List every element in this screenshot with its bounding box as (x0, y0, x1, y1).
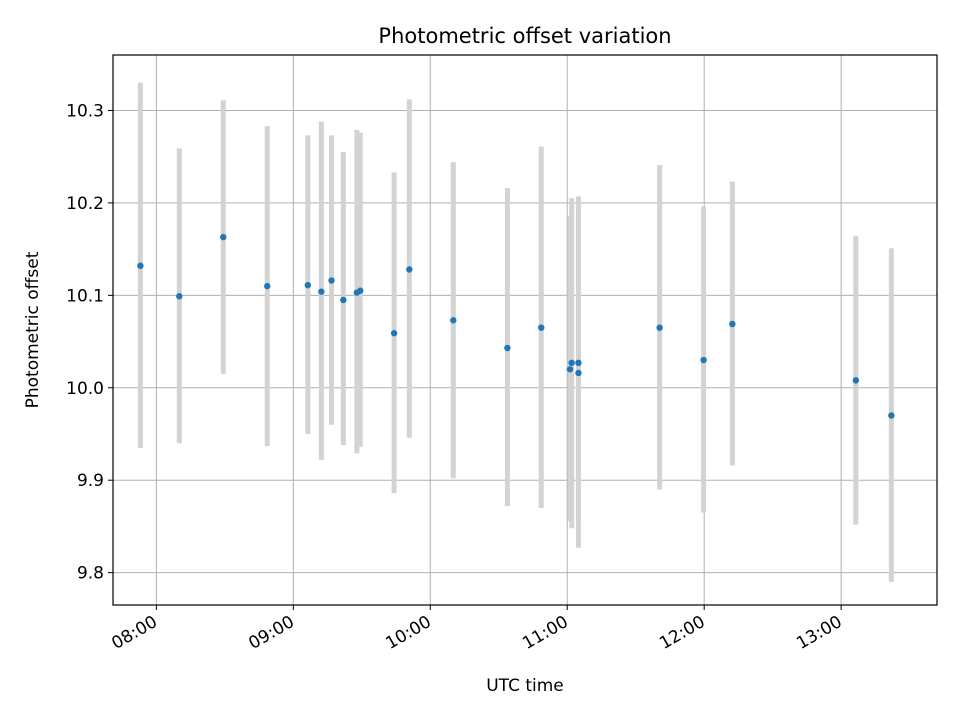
y-axis-label: Photometric offset (23, 251, 43, 408)
y-tick-label: 9.8 (77, 564, 104, 584)
y-tick-label: 10.0 (66, 379, 104, 399)
data-point (450, 317, 457, 324)
data-point (656, 324, 663, 331)
data-point (176, 293, 183, 300)
data-point (575, 369, 582, 377)
data-point (264, 282, 271, 290)
data-point (406, 266, 413, 273)
markers (137, 233, 895, 419)
data-point (568, 359, 575, 367)
x-axis-label: UTC time (486, 676, 564, 696)
data-point (729, 320, 736, 328)
y-tick-label: 10.1 (66, 286, 104, 306)
y-axis-ticks: 9.8 9.9 10.0 10.1 10.2 10.3 (66, 101, 113, 584)
data-point (566, 366, 574, 373)
data-point (888, 412, 895, 419)
data-point (390, 330, 398, 337)
data-point (220, 233, 227, 241)
data-point (340, 296, 347, 304)
data-point (318, 288, 325, 295)
y-tick-label: 10.2 (66, 194, 104, 214)
data-point (328, 277, 335, 284)
data-point (137, 262, 144, 269)
plot-frame (112, 54, 938, 606)
data-point (504, 344, 511, 352)
data-point (538, 324, 545, 331)
data-point (357, 287, 364, 294)
y-tick-label: 9.9 (77, 471, 104, 491)
data-point (575, 359, 582, 367)
data-point (852, 377, 860, 384)
data-point (304, 281, 312, 289)
y-tick-label: 10.3 (66, 101, 104, 121)
data-point (700, 356, 707, 364)
chart-title: Photometric offset variation (378, 24, 671, 48)
